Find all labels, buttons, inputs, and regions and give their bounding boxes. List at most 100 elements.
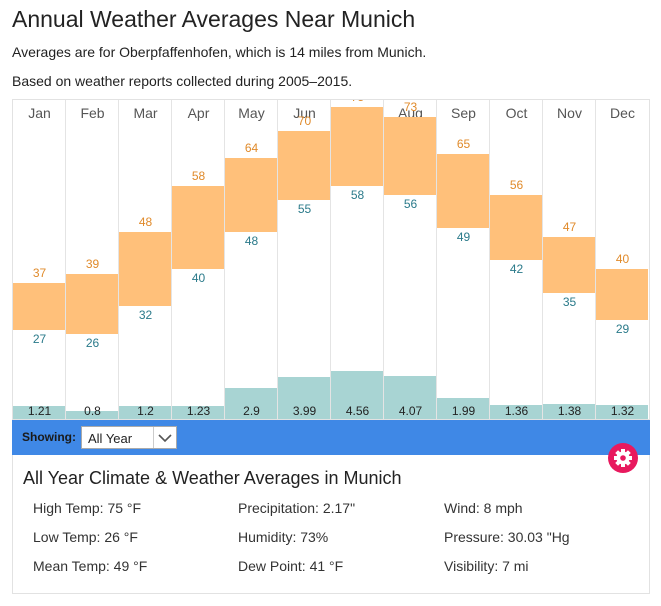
precipitation-label: 1.32	[610, 404, 635, 418]
precipitation-label: 1.23	[186, 404, 211, 418]
temp-range-bar	[490, 195, 542, 261]
temp-range-bar	[596, 269, 648, 321]
period-select[interactable]: All Year	[81, 426, 177, 449]
precipitation-bar	[13, 406, 65, 419]
month-label: Nov	[557, 105, 582, 121]
month-label: Feb	[80, 105, 105, 121]
stat-value: Pressure: 30.03 "Hg	[444, 529, 570, 545]
temp-range-bar	[278, 130, 330, 200]
precipitation-bar	[119, 406, 171, 419]
high-temp-label: 56	[509, 178, 524, 193]
low-temp-label: 35	[562, 294, 577, 309]
period-select-value: All Year	[88, 431, 133, 446]
column-divider	[118, 100, 119, 419]
low-temp-label: 58	[350, 188, 365, 203]
precipitation-bar	[596, 405, 648, 419]
high-temp-label: 39	[85, 257, 100, 272]
column-divider	[277, 100, 278, 419]
stat-value: High Temp: 75 °F	[33, 500, 142, 516]
precipitation-label: 1.36	[504, 404, 529, 418]
data-range-note: Based on weather reports collected durin…	[12, 73, 353, 89]
low-temp-label: 29	[615, 322, 630, 337]
temp-range-bar	[331, 107, 383, 187]
column-divider	[171, 100, 172, 419]
averages-panel: All Year Climate & Weather Averages in M…	[12, 455, 650, 594]
temp-range-bar	[543, 236, 595, 293]
column-divider	[65, 100, 66, 419]
precipitation-bar	[278, 376, 330, 419]
high-temp-label: 37	[32, 266, 47, 281]
high-temp-label: 47	[562, 219, 577, 234]
low-temp-label: 48	[244, 234, 259, 249]
precipitation-bar	[437, 397, 489, 419]
low-temp-label: 27	[32, 331, 47, 346]
settings-button[interactable]	[608, 443, 638, 473]
month-label: Oct	[505, 105, 528, 121]
filter-toolbar: Showing: All Year	[12, 420, 650, 455]
stat-value: Dew Point: 41 °F	[238, 558, 344, 574]
chevron-down-icon[interactable]	[153, 427, 176, 448]
precipitation-label: 1.99	[451, 404, 476, 418]
month-label: Sep	[451, 105, 476, 121]
low-temp-label: 32	[138, 308, 153, 323]
month-label: May	[238, 105, 265, 121]
high-temp-label: 65	[456, 136, 471, 151]
precipitation-label: 0.8	[84, 404, 101, 418]
column-divider	[436, 100, 437, 419]
column-divider	[595, 100, 596, 419]
stat-value: Wind: 8 mph	[444, 500, 523, 516]
precipitation-bar	[384, 375, 436, 419]
weather-chart: Jan 37 27 1.21 Feb 39 26 0.8 Mar 48 32 1.2 Apr 58 40 1.…	[12, 99, 650, 420]
stat-value: Humidity: 73%	[238, 529, 329, 545]
temp-range-bar	[66, 274, 118, 335]
precipitation-label: 2.9	[243, 404, 260, 418]
low-temp-label: 26	[85, 336, 100, 351]
high-temp-label: 73	[403, 99, 418, 114]
high-temp-label: 64	[244, 141, 259, 156]
stat-value: Visibility: 7 mi	[444, 558, 529, 574]
stat-value: Precipitation: 2.17"	[238, 500, 356, 516]
stat-value: Mean Temp: 49 °F	[33, 558, 148, 574]
low-temp-label: 42	[509, 262, 524, 277]
precipitation-label: 1.2	[137, 404, 154, 418]
column-divider	[542, 100, 543, 419]
page-title: Annual Weather Averages Near Munich	[12, 6, 416, 32]
high-temp-label: 58	[191, 169, 206, 184]
month-label: Mar	[133, 105, 158, 121]
month-label: Jan	[28, 105, 51, 121]
precipitation-label: 3.99	[292, 404, 317, 418]
precipitation-bar	[331, 370, 383, 419]
precipitation-bar	[172, 405, 224, 419]
temp-range-bar	[172, 186, 224, 270]
precipitation-label: 4.07	[398, 404, 423, 418]
precipitation-label: 1.21	[27, 404, 52, 418]
month-label: Jun	[293, 105, 316, 121]
precipitation-bar	[66, 410, 118, 419]
low-temp-label: 49	[456, 229, 471, 244]
temp-range-bar	[13, 283, 65, 330]
column-divider	[489, 100, 490, 419]
temp-range-bar	[119, 232, 171, 307]
low-temp-label: 40	[191, 271, 206, 286]
high-temp-label: 48	[138, 215, 153, 230]
month-label: Dec	[610, 105, 635, 121]
precipitation-bar	[225, 388, 277, 419]
stat-value: Low Temp: 26 °F	[33, 529, 138, 545]
precipitation-label: 1.38	[557, 404, 582, 418]
panel-title: All Year Climate & Weather Averages in M…	[23, 468, 402, 488]
gear-icon	[614, 449, 632, 467]
month-label: Apr	[187, 105, 210, 121]
precipitation-bar	[490, 404, 542, 419]
low-temp-label: 55	[297, 201, 312, 216]
temp-range-bar	[225, 158, 277, 233]
precipitation-label: 4.56	[345, 404, 370, 418]
high-temp-label: 75	[331, 100, 384, 104]
location-note: Averages are for Oberpfaffenhofen, which…	[12, 44, 427, 60]
precipitation-bar	[543, 404, 595, 419]
high-temp-label: 70	[297, 113, 312, 128]
temp-range-bar	[437, 153, 489, 228]
column-divider	[224, 100, 225, 419]
temp-range-bar	[384, 116, 436, 196]
low-temp-label: 56	[403, 197, 418, 212]
column-divider	[383, 100, 384, 419]
